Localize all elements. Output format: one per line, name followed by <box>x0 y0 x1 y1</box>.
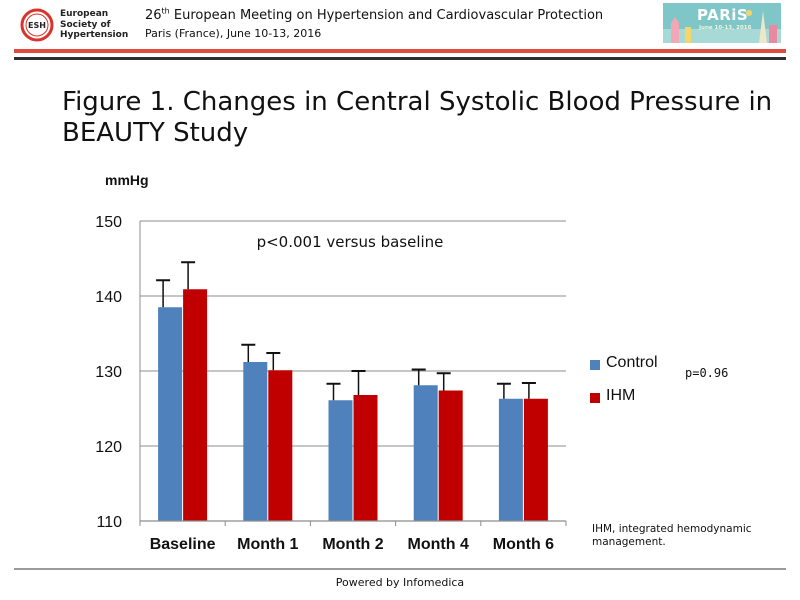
x-tick-label: Month 6 <box>493 536 554 553</box>
legend-swatch-ihm <box>590 393 600 403</box>
legend-label-ihm: IHM <box>606 387 636 404</box>
slide-title: Figure 1. Changes in Central Systolic Bl… <box>62 87 773 148</box>
slide-header: ESH European Society of Hypertension 26t… <box>0 0 800 48</box>
x-tick-label: Month 2 <box>322 536 383 553</box>
abbreviation-footnote: IHM, integrated hemodynamic management. <box>592 523 752 548</box>
bar-control <box>243 362 268 521</box>
chart-annotation: p<0.001 versus baseline <box>257 233 444 251</box>
paris-logo: PARiS June 10-13, 2016 <box>663 3 781 43</box>
paris-skyline-icon <box>663 3 781 43</box>
bar-control <box>328 400 353 521</box>
esh-logo-line: European <box>60 9 109 19</box>
esh-logo-line: Society of <box>60 19 111 30</box>
paris-logo-date: June 10-13, 2016 <box>699 25 752 31</box>
bar-control <box>498 398 523 521</box>
meeting-title-text: European Meeting on Hypertension and Car… <box>169 8 604 23</box>
y-axis-label: mmHg <box>105 172 149 188</box>
bar-control <box>158 307 183 521</box>
x-tick-label: Month 4 <box>408 536 469 553</box>
bar-ihm <box>183 289 208 521</box>
y-tick-label: 130 <box>95 364 122 381</box>
meeting-ordinal-suffix: th <box>161 6 170 16</box>
bar-control <box>413 385 438 521</box>
header-dark-rule <box>14 57 786 60</box>
legend-swatch-control <box>590 360 600 370</box>
meeting-ordinal: 26 <box>145 8 162 23</box>
bar-ihm <box>353 395 378 521</box>
esh-logo-badge: ESH <box>28 21 46 30</box>
y-tick-label: 120 <box>95 439 122 456</box>
y-tick-label: 110 <box>96 514 122 531</box>
bar-ihm <box>268 370 293 521</box>
meeting-subtitle: Paris (France), June 10-13, 2016 <box>145 27 322 40</box>
legend-label-control: Control <box>606 354 658 371</box>
esh-logo-text: European Society of Hypertension <box>60 9 140 41</box>
p-value-note: p=0.96 <box>685 366 729 380</box>
y-tick-label: 150 <box>95 214 122 231</box>
x-tick-label: Baseline <box>150 536 216 553</box>
bar-ihm <box>523 398 548 521</box>
meeting-title: 26th European Meeting on Hypertension an… <box>145 6 604 23</box>
bar-ihm <box>438 390 463 521</box>
footer-rule <box>14 568 786 570</box>
header-red-rule <box>14 49 786 53</box>
paris-logo-word: PARiS <box>697 6 749 24</box>
esh-logo-line: Hypertension <box>60 30 129 40</box>
powered-by: Powered by Infomedica <box>335 576 465 589</box>
x-tick-label: Month 1 <box>237 536 298 553</box>
y-tick-label: 140 <box>95 289 122 306</box>
esh-logo-icon: ESH <box>20 8 54 42</box>
